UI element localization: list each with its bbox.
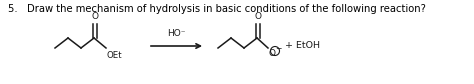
Text: 5.   Draw the mechanism of hydrolysis in basic conditions of the following react: 5. Draw the mechanism of hydrolysis in b… [8, 4, 426, 14]
Text: O: O [269, 49, 276, 58]
Text: OEt: OEt [107, 51, 123, 60]
Text: O: O [91, 12, 99, 21]
Text: O: O [255, 12, 262, 21]
Text: HO⁻: HO⁻ [167, 29, 186, 38]
Text: −: − [275, 45, 281, 54]
Text: + EtOH: + EtOH [285, 41, 320, 50]
